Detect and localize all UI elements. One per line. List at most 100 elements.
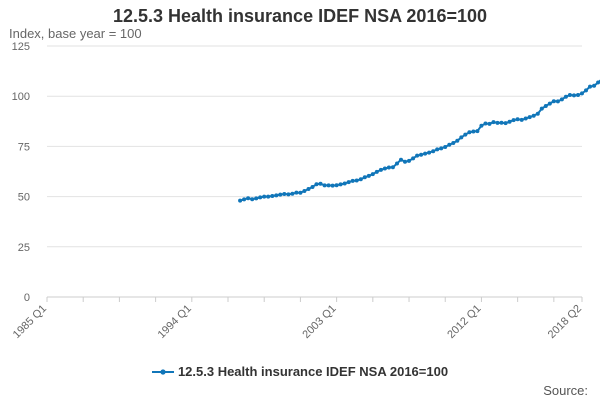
data-point <box>246 196 251 201</box>
data-point <box>310 185 315 189</box>
data-point <box>455 138 460 143</box>
data-point <box>338 182 343 187</box>
data-point <box>403 159 407 164</box>
data-point <box>572 93 576 98</box>
data-point <box>527 115 532 120</box>
data-point <box>511 118 516 123</box>
data-point <box>499 120 504 125</box>
data-point <box>592 83 597 88</box>
x-tick-label: 1994 Q1 <box>156 303 194 341</box>
data-point <box>270 194 275 198</box>
data-point <box>370 172 375 177</box>
data-point <box>399 157 403 162</box>
data-point <box>358 177 363 182</box>
data-point <box>374 169 379 174</box>
data-point <box>258 195 263 200</box>
data-point <box>286 192 291 197</box>
data-point <box>395 161 399 166</box>
data-point <box>427 150 432 155</box>
data-point <box>386 165 391 170</box>
data-point <box>551 99 556 104</box>
gridlines <box>47 45 582 248</box>
data-point <box>294 190 299 195</box>
data-point <box>242 197 247 202</box>
data-point <box>447 142 452 147</box>
data-point <box>483 121 488 126</box>
data-point <box>584 88 588 93</box>
data-point <box>322 183 327 188</box>
data-point <box>463 132 468 137</box>
data-point <box>439 146 444 151</box>
data-point <box>491 120 496 125</box>
data-point <box>507 119 512 124</box>
x-axis: 1985 Q1 1994 Q1 2003 Q1 2012 Q1 2018 Q2 <box>11 296 584 341</box>
data-point <box>330 183 335 188</box>
data-point <box>250 197 255 202</box>
data-point <box>588 84 592 89</box>
data-point <box>298 190 303 195</box>
data-point <box>354 178 359 183</box>
data-point <box>523 116 528 121</box>
data-point <box>451 141 456 145</box>
data-point <box>350 178 355 183</box>
y-tick-label: 75 <box>18 141 30 153</box>
data-point <box>318 181 323 186</box>
data-point <box>555 99 560 104</box>
data-point <box>515 117 520 122</box>
data-point <box>503 121 508 126</box>
y-tick-label: 125 <box>12 41 30 53</box>
data-point <box>378 167 383 172</box>
y-tick-label: 100 <box>12 91 30 103</box>
data-point <box>479 123 484 128</box>
data-point <box>262 194 267 199</box>
data-point <box>531 113 536 118</box>
series-line <box>239 79 600 202</box>
data-point <box>547 101 552 106</box>
x-tick-label: 2018 Q2 <box>546 303 584 341</box>
data-point <box>535 111 540 116</box>
data-point <box>362 175 367 180</box>
data-point <box>559 97 564 102</box>
chart-title: 12.5.3 Health insurance IDEF NSA 2016=10… <box>112 6 488 26</box>
data-point <box>274 193 279 198</box>
data-point <box>314 182 319 187</box>
x-tick-label: 2012 Q1 <box>445 303 483 341</box>
data-point <box>580 91 584 96</box>
data-point <box>382 166 387 171</box>
data-point <box>471 129 476 134</box>
data-point <box>238 198 243 203</box>
data-point <box>342 181 347 186</box>
data-point <box>443 145 448 149</box>
data-point <box>390 165 395 170</box>
data-point <box>487 121 492 126</box>
legend-label: 12.5.3 Health insurance IDEF NSA 2016=10… <box>177 364 449 379</box>
data-point <box>306 187 311 191</box>
data-point <box>334 183 339 188</box>
data-point <box>543 104 548 108</box>
y-tick-label: 0 <box>24 292 30 304</box>
data-point <box>278 192 283 197</box>
data-point <box>431 149 436 154</box>
chart-subtitle: Index, base year = 100 <box>9 26 142 41</box>
data-point <box>326 183 331 188</box>
data-point <box>290 191 295 196</box>
data-point <box>419 152 424 157</box>
data-point <box>576 93 580 97</box>
y-axis: 0 25 50 75 100 125 <box>12 41 30 304</box>
data-point <box>467 130 472 135</box>
data-point <box>519 117 524 122</box>
x-tick-label: 1985 Q1 <box>11 303 49 341</box>
data-point <box>254 196 259 201</box>
data-point <box>366 173 371 178</box>
y-tick-label: 25 <box>18 242 30 254</box>
legend-swatch-icon <box>151 368 174 375</box>
legend[interactable]: 12.5.3 Health insurance IDEF NSA 2016=10… <box>0 364 600 379</box>
data-point <box>563 94 568 99</box>
data-point <box>596 80 600 85</box>
data-point <box>407 158 411 163</box>
y-tick-label: 50 <box>18 192 30 204</box>
source-label: Source: <box>543 383 588 398</box>
data-point <box>266 194 271 199</box>
data-point <box>302 189 307 193</box>
